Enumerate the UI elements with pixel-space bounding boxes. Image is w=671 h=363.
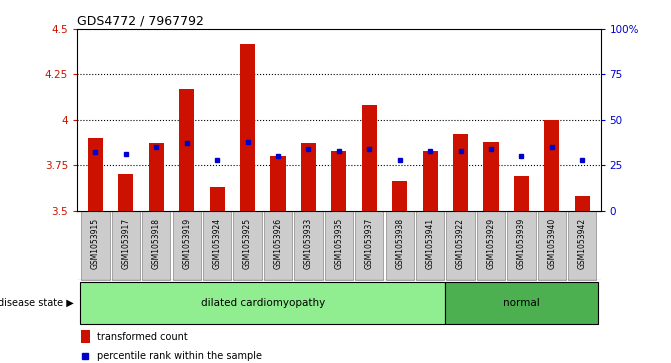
Bar — [179, 89, 195, 211]
Text: GDS4772 / 7967792: GDS4772 / 7967792 — [77, 15, 204, 28]
Bar — [295, 211, 323, 280]
Text: normal: normal — [503, 298, 539, 308]
Bar — [446, 282, 597, 325]
Text: GSM1053922: GSM1053922 — [456, 218, 465, 269]
Text: GSM1053917: GSM1053917 — [121, 218, 130, 269]
Bar — [537, 211, 566, 280]
Text: GSM1053938: GSM1053938 — [395, 218, 404, 269]
Text: GSM1053918: GSM1053918 — [152, 218, 161, 269]
Text: GSM1053925: GSM1053925 — [243, 218, 252, 269]
Bar — [453, 134, 468, 211]
Bar — [81, 330, 90, 343]
Bar — [386, 211, 414, 280]
Text: disease state ▶: disease state ▶ — [0, 298, 74, 308]
Bar — [574, 196, 590, 211]
Text: GSM1053942: GSM1053942 — [578, 218, 586, 269]
Text: GSM1053941: GSM1053941 — [425, 218, 435, 269]
Bar — [423, 151, 437, 211]
Text: GSM1053915: GSM1053915 — [91, 218, 100, 269]
Bar — [301, 143, 316, 211]
Bar — [446, 211, 474, 280]
Text: percentile rank within the sample: percentile rank within the sample — [97, 351, 262, 361]
Bar — [325, 211, 353, 280]
Bar — [118, 174, 134, 211]
Bar — [209, 187, 225, 211]
Bar — [142, 211, 170, 280]
Bar — [81, 282, 446, 325]
Bar — [88, 138, 103, 211]
Bar — [81, 211, 109, 280]
Text: dilated cardiomyopathy: dilated cardiomyopathy — [201, 298, 325, 308]
Bar — [568, 211, 597, 280]
Bar — [355, 211, 383, 280]
Text: GSM1053935: GSM1053935 — [334, 218, 344, 269]
Bar — [149, 143, 164, 211]
Text: transformed count: transformed count — [97, 332, 188, 342]
Text: GSM1053929: GSM1053929 — [486, 218, 495, 269]
Text: GSM1053933: GSM1053933 — [304, 218, 313, 269]
Bar — [111, 211, 140, 280]
Bar — [362, 105, 377, 211]
Bar — [270, 156, 286, 211]
Text: GSM1053939: GSM1053939 — [517, 218, 526, 269]
Bar — [416, 211, 444, 280]
Text: GSM1053924: GSM1053924 — [213, 218, 221, 269]
Bar — [203, 211, 231, 280]
Bar — [507, 211, 535, 280]
Text: GSM1053937: GSM1053937 — [365, 218, 374, 269]
Text: GSM1053919: GSM1053919 — [183, 218, 191, 269]
Bar — [234, 211, 262, 280]
Text: GSM1053940: GSM1053940 — [548, 218, 556, 269]
Bar — [514, 176, 529, 211]
Bar — [483, 142, 499, 211]
Bar — [477, 211, 505, 280]
Bar — [544, 120, 560, 211]
Text: GSM1053926: GSM1053926 — [274, 218, 282, 269]
Bar — [264, 211, 292, 280]
Bar — [392, 182, 407, 211]
Bar — [240, 44, 255, 211]
Bar — [172, 211, 201, 280]
Bar — [331, 151, 346, 211]
